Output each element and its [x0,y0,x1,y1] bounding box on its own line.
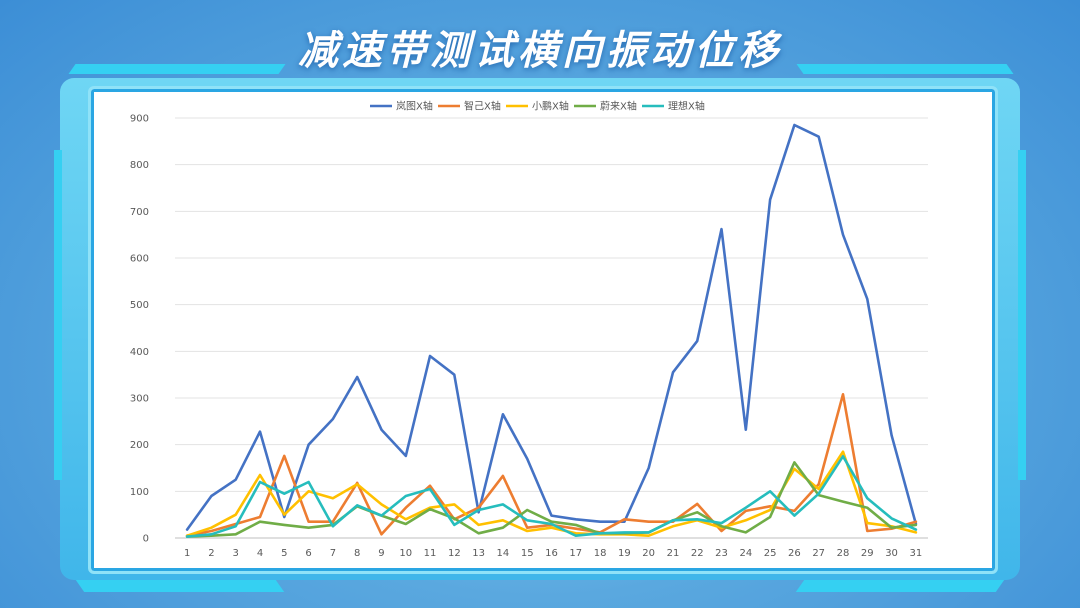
legend-label: 蔚来X轴 [600,100,637,113]
y-tick-label: 900 [130,114,149,125]
series-line-3 [185,450,918,538]
x-tick-label: 6 [305,548,311,559]
legend: 岚图X轴 智己X轴 小鹏X轴 蔚来X轴 理想X轴 [370,100,705,113]
x-tick-label: 30 [885,548,898,559]
series-lines [185,123,918,538]
series-line-5 [185,454,918,538]
x-tick-label: 12 [448,548,461,559]
x-tick-label: 31 [909,548,922,559]
x-tick-label: 7 [330,548,336,559]
gridlines [175,117,928,539]
y-tick-label: 500 [130,300,149,311]
x-tick-label: 18 [594,548,607,559]
x-axis-ticks: 1 2 3 4 5 6 7 8 9 10 11 12 13 14 15 16 17 18 19 20 21 22 23 24 2… [184,548,922,559]
y-axis-ticks: 0 100 200 300 400 500 600 700 800 900 [130,114,149,545]
y-tick-label: 200 [130,440,149,451]
x-tick-label: 24 [739,548,752,559]
y-tick-label: 300 [130,394,149,405]
x-tick-label: 2 [208,548,214,559]
x-tick-label: 5 [281,548,287,559]
x-tick-label: 22 [691,548,704,559]
frame-accent-right [1018,150,1026,480]
x-tick-label: 19 [618,548,631,559]
x-tick-label: 14 [497,548,510,559]
y-tick-label: 0 [143,534,149,545]
x-tick-label: 16 [545,548,558,559]
x-tick-label: 9 [378,548,384,559]
x-tick-label: 10 [399,548,412,559]
y-tick-label: 400 [130,347,149,358]
x-tick-label: 29 [861,548,874,559]
y-tick-label: 700 [130,207,149,218]
series-line-4 [185,461,918,538]
y-tick-label: 800 [130,160,149,171]
legend-label: 理想X轴 [668,100,705,113]
x-tick-label: 13 [472,548,485,559]
x-tick-label: 26 [788,548,801,559]
x-tick-label: 15 [521,548,534,559]
x-tick-label: 27 [812,548,825,559]
x-tick-label: 25 [764,548,777,559]
x-tick-label: 20 [642,548,655,559]
y-tick-label: 100 [130,487,149,498]
legend-label: 小鹏X轴 [532,100,569,113]
x-tick-label: 4 [257,548,263,559]
x-tick-label: 1 [184,548,190,559]
legend-label: 岚图X轴 [396,100,433,113]
legend-label: 智己X轴 [464,100,501,113]
x-tick-label: 11 [424,548,437,559]
x-tick-label: 8 [354,548,360,559]
page-title: 减速带测试横向振动位移 [298,28,782,74]
series-line-1 [185,123,918,531]
x-tick-label: 21 [667,548,680,559]
x-tick-label: 28 [837,548,850,559]
x-tick-label: 23 [715,548,728,559]
y-tick-label: 600 [130,254,149,265]
x-tick-label: 17 [569,548,582,559]
frame-accent-left [54,150,62,480]
x-tick-label: 3 [233,548,239,559]
